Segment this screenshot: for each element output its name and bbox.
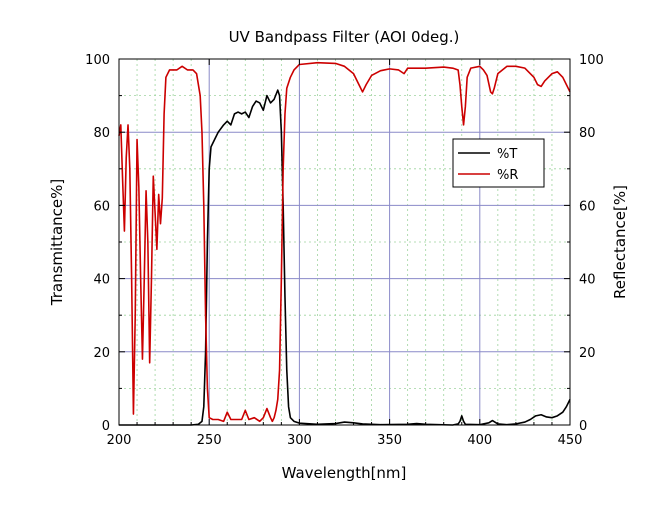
x-tick-label: 350 xyxy=(377,433,402,448)
y-tick-label-right: 60 xyxy=(579,199,596,214)
legend-box xyxy=(452,138,545,188)
major-gridlines xyxy=(119,59,570,425)
x-tick-label: 200 xyxy=(107,433,132,448)
chart-title: UV Bandpass Filter (AOI 0deg.) xyxy=(229,28,460,46)
y-tick-label-right: 80 xyxy=(579,126,596,141)
right-y-axis-label: Reflectance[%] xyxy=(611,185,629,299)
legend-label-r: %R xyxy=(497,168,518,183)
x-tick-label: 450 xyxy=(558,433,583,448)
legend-label-t: %T xyxy=(497,147,517,162)
x-tick-label: 250 xyxy=(197,433,222,448)
minor-gridlines xyxy=(119,59,570,425)
series-line-reflectance xyxy=(118,61,571,423)
y-tick-label-right: 0 xyxy=(579,419,587,434)
axis-ticks xyxy=(118,58,571,426)
left-y-axis-label: Transmittance%] xyxy=(48,179,66,306)
y-tick-label-left: 60 xyxy=(93,199,110,214)
y-tick-label-right: 40 xyxy=(579,273,596,288)
legend: %T %R xyxy=(452,138,545,188)
y-tick-label-right: 20 xyxy=(579,346,596,361)
y-tick-label-left: 80 xyxy=(93,126,110,141)
y-tick-label-right: 100 xyxy=(579,53,604,68)
y-tick-label-left: 0 xyxy=(102,419,110,434)
x-tick-label: 300 xyxy=(287,433,312,448)
x-tick-label: 400 xyxy=(467,433,492,448)
y-tick-label-left: 100 xyxy=(85,53,110,68)
y-tick-label-left: 40 xyxy=(93,273,110,288)
x-axis-label: Wavelength[nm] xyxy=(282,464,407,482)
plot-series xyxy=(118,61,571,426)
y-tick-label-left: 20 xyxy=(93,346,110,361)
